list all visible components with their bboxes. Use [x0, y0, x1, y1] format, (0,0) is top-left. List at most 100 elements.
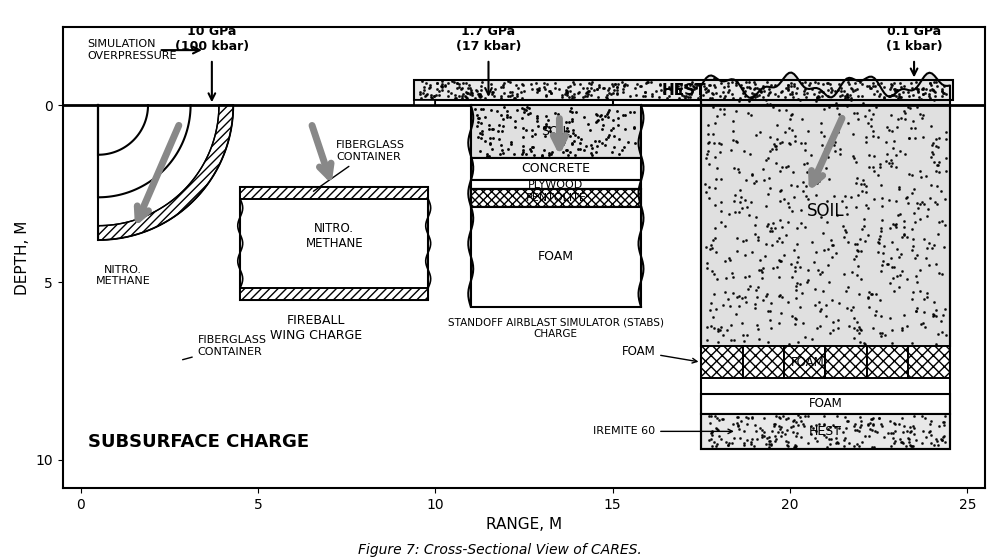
- Point: [590, 115, 606, 124]
- X-axis label: RANGE, M: RANGE, M: [486, 517, 562, 533]
- Point: [812, 270, 828, 279]
- Point: [704, 244, 720, 253]
- Point: [904, 83, 920, 92]
- Point: [809, 92, 825, 101]
- Point: [423, 92, 439, 101]
- Point: [747, 304, 763, 313]
- Point: [470, 118, 486, 127]
- Point: [558, 87, 574, 96]
- Point: [795, 319, 811, 328]
- Point: [518, 149, 534, 158]
- Point: [709, 275, 725, 284]
- Point: [853, 180, 869, 189]
- Point: [686, 82, 702, 91]
- Point: [797, 85, 813, 94]
- Point: [866, 151, 882, 160]
- Point: [885, 434, 901, 443]
- Point: [882, 223, 898, 232]
- Point: [880, 428, 896, 437]
- Point: [712, 325, 728, 334]
- Point: [901, 91, 917, 100]
- Point: [926, 96, 942, 105]
- Point: [707, 223, 723, 232]
- Point: [799, 278, 815, 287]
- Point: [931, 157, 947, 166]
- Point: [904, 441, 920, 450]
- Point: [870, 133, 886, 142]
- Point: [472, 93, 488, 102]
- Point: [748, 213, 764, 222]
- Point: [702, 245, 718, 254]
- Point: [736, 337, 752, 346]
- Point: [908, 272, 924, 281]
- Point: [686, 85, 702, 94]
- Text: CONCRETE: CONCRETE: [521, 162, 590, 175]
- Point: [909, 278, 925, 287]
- Point: [661, 92, 677, 101]
- Point: [485, 124, 501, 133]
- Point: [712, 91, 728, 100]
- Point: [755, 84, 771, 93]
- Point: [900, 87, 916, 96]
- Point: [764, 226, 780, 235]
- Point: [762, 133, 778, 142]
- Point: [858, 181, 874, 190]
- Point: [729, 418, 745, 427]
- Point: [449, 78, 465, 87]
- Point: [921, 428, 937, 437]
- Point: [810, 265, 826, 274]
- Point: [559, 90, 575, 99]
- Point: [829, 438, 845, 447]
- Point: [537, 123, 553, 132]
- Point: [788, 282, 804, 291]
- Point: [580, 90, 596, 99]
- Point: [885, 143, 901, 152]
- Point: [779, 440, 795, 449]
- Point: [799, 89, 815, 98]
- Bar: [867, 346, 908, 378]
- Point: [698, 242, 714, 251]
- Point: [904, 339, 920, 348]
- Point: [720, 294, 736, 303]
- Point: [673, 83, 689, 92]
- Point: [754, 430, 770, 439]
- Point: [568, 108, 584, 116]
- Point: [529, 87, 545, 96]
- Point: [887, 437, 903, 446]
- Point: [849, 109, 865, 118]
- Point: [811, 177, 827, 186]
- Point: [473, 92, 489, 101]
- Point: [755, 295, 771, 304]
- Point: [899, 427, 915, 436]
- Point: [615, 87, 631, 96]
- Point: [800, 127, 816, 136]
- Point: [773, 257, 789, 266]
- Point: [854, 79, 870, 88]
- Point: [565, 125, 581, 134]
- Point: [493, 82, 509, 91]
- Bar: [825, 346, 867, 378]
- Point: [538, 92, 554, 101]
- Point: [894, 323, 910, 332]
- Point: [846, 442, 862, 451]
- Point: [762, 436, 778, 445]
- Point: [914, 412, 930, 421]
- Point: [907, 133, 923, 142]
- Point: [422, 80, 438, 89]
- Point: [524, 143, 540, 152]
- Point: [483, 106, 499, 115]
- Point: [759, 100, 775, 109]
- Point: [589, 85, 605, 94]
- Point: [578, 88, 594, 97]
- Point: [906, 411, 922, 420]
- Point: [816, 431, 832, 440]
- Point: [860, 293, 876, 302]
- Point: [922, 427, 938, 436]
- Point: [816, 412, 832, 421]
- Point: [603, 90, 619, 99]
- Point: [863, 83, 879, 92]
- Point: [864, 289, 880, 298]
- Point: [903, 426, 919, 435]
- Point: [615, 110, 631, 119]
- Point: [529, 111, 545, 120]
